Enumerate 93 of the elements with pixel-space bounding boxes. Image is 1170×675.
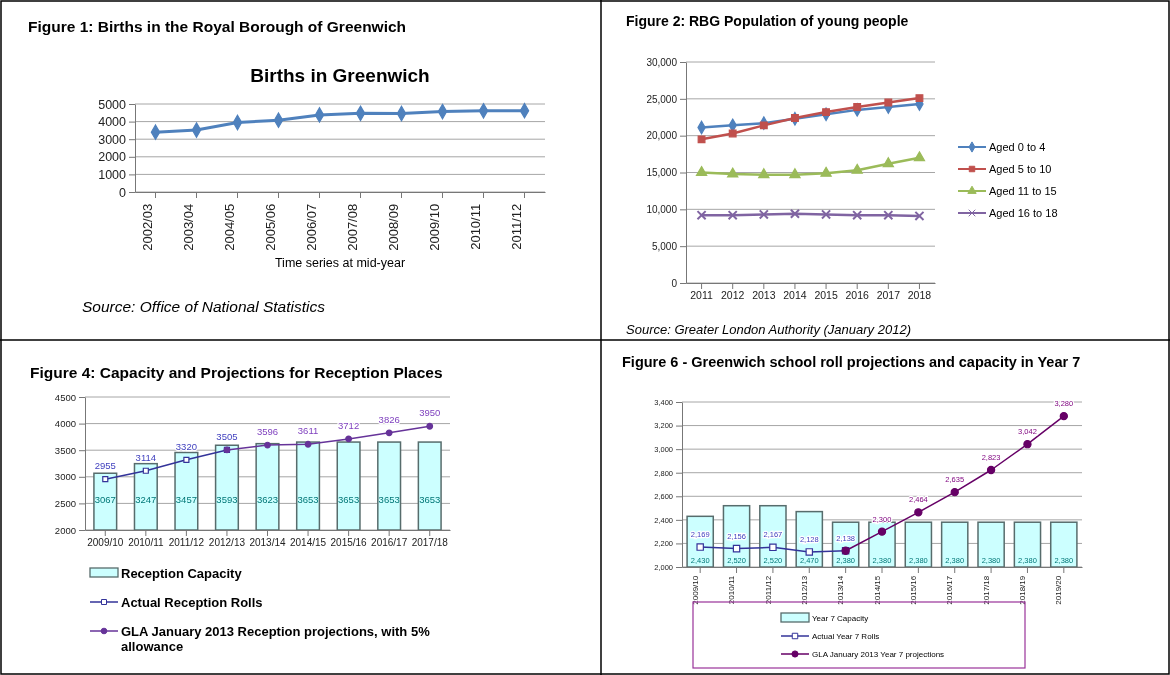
legend-label: Aged 16 to 18 (989, 206, 1058, 219)
x-axis-title: Time series at mid-year (274, 256, 406, 270)
y-tick-label: 3500 (54, 444, 76, 456)
data-label: 3653 (419, 494, 441, 506)
source-note: Source: Office of National Statistics (82, 298, 326, 315)
x-tick-label: 2019/20 (1054, 575, 1064, 605)
x-tick-label: 2008/09 (385, 203, 401, 251)
data-label: 3712 (338, 419, 360, 431)
y-tick-label: 3000 (54, 471, 76, 483)
x-tick-label: 2011/12 (763, 575, 773, 605)
y-tick-label: 5,000 (651, 240, 678, 252)
chart-subtitle: Births in Greenwich (250, 65, 430, 86)
y-tick-label: 4000 (54, 418, 76, 430)
x-tick-label: 2014/15 (872, 575, 882, 605)
data-label: 3320 (175, 440, 197, 452)
y-tick-label: 4000 (98, 115, 127, 130)
source-note: Source: Greater London Authority (January 2012) (626, 322, 911, 337)
x-tick-label: 2013/14 (836, 575, 846, 605)
x-tick-label: 2010/11 (128, 537, 164, 549)
y-tick-label: 30,000 (646, 56, 678, 68)
x-tick-label: 2006/07 (303, 203, 319, 251)
data-label: 3457 (175, 494, 197, 506)
legend-label: Aged 11 to 15 (989, 184, 1057, 197)
y-tick-label: 1000 (98, 167, 127, 182)
x-tick-label: 2010/11 (467, 203, 483, 250)
x-tick-label: 2011/12 (168, 537, 205, 549)
chart-title: Figure 2: RBG Population of young people (626, 13, 909, 29)
data-label: 3114 (135, 451, 157, 463)
data-label: 3653 (378, 494, 400, 506)
data-label: 3653 (297, 494, 319, 506)
y-tick-label: 5000 (98, 97, 127, 112)
data-label: 3247 (135, 494, 157, 506)
legend-label: Year 7 Capacity (812, 613, 869, 623)
legend-label: Aged 0 to 4 (989, 140, 1046, 153)
x-tick-label: 2017/18 (981, 575, 991, 605)
x-tick-label: 2016/17 (371, 537, 408, 549)
legend-label: Actual Year 7 Rolls (812, 631, 880, 641)
x-tick-label: 2015/16 (908, 575, 918, 605)
x-tick-label: 2012/13 (208, 537, 246, 549)
legend-label: Aged 5 to 10 (989, 162, 1052, 175)
legend-label: GLA January 2013 Reception projections, with 5% allowance (121, 623, 431, 654)
data-label: 3826 (378, 413, 400, 425)
x-tick-label: 2018/19 (1018, 575, 1028, 605)
x-tick-label: 2018 (907, 289, 932, 302)
x-tick-label: 2017 (876, 289, 901, 302)
x-tick-label: 2009/10 (426, 203, 442, 251)
x-tick-label: 2015/16 (330, 537, 368, 549)
y-tick-label: 2000 (98, 150, 127, 165)
x-tick-label: 2011/12 (508, 203, 524, 250)
y-tick-label: 2500 (54, 497, 76, 509)
x-tick-label: 2011 (690, 289, 714, 302)
x-tick-label: 2013 (752, 289, 776, 302)
data-label: 3611 (297, 425, 319, 437)
y-tick-label: 4500 (54, 391, 76, 403)
y-tick-label: 20,000 (646, 130, 678, 142)
x-tick-label: 2009/10 (690, 575, 700, 605)
y-tick-label: 15,000 (646, 167, 678, 179)
data-label: 3596 (256, 426, 279, 438)
x-tick-label: 2012/13 (799, 575, 809, 605)
x-tick-label: 2014/15 (289, 537, 327, 549)
x-tick-label: 2004/05 (221, 203, 237, 251)
legend-label: GLA January 2013 Year 7 projections (812, 649, 945, 659)
data-label: 2955 (94, 460, 116, 472)
data-label: 3623 (256, 494, 279, 506)
x-tick-label: 2017/18 (411, 537, 449, 549)
data-label: 3950 (419, 407, 441, 419)
y-tick-label: 0 (671, 277, 678, 289)
y-tick-label: 3000 (98, 132, 127, 147)
legend-label: Actual Reception Rolls (121, 594, 263, 610)
data-label: 3505 (216, 430, 238, 442)
legend-label: Reception Capacity (121, 565, 243, 581)
x-tick-label: 2016 (845, 289, 870, 302)
data-label: 3067 (94, 494, 116, 506)
x-tick-label: 2012 (721, 289, 745, 302)
y-tick-label: 2000 (54, 524, 76, 536)
chart-title: Figure 1: Births in the Royal Borough of Greenwich (28, 18, 407, 35)
x-tick-label: 2014 (783, 289, 807, 302)
x-tick-label: 2007/08 (344, 203, 360, 251)
x-tick-label: 2003/04 (180, 203, 196, 251)
x-tick-label: 2005/06 (262, 203, 278, 251)
x-tick-label: 2013/14 (249, 537, 287, 549)
x-tick-label: 2009/10 (87, 537, 124, 549)
x-tick-label: 2010/11 (727, 575, 737, 605)
chart-title: Figure 6 - Greenwich school roll projections and capacity in Year 7 (622, 354, 1081, 370)
y-tick-label: 10,000 (646, 204, 678, 216)
x-tick-label: 2002/03 (139, 203, 155, 251)
data-label: 3593 (216, 494, 238, 506)
x-tick-label: 2015 (814, 289, 838, 302)
chart-title: Figure 4: Capacity and Projections for Reception Places (30, 364, 443, 381)
y-tick-label: 25,000 (646, 93, 678, 105)
data-label: 3653 (338, 494, 360, 506)
x-tick-label: 2016/17 (945, 575, 955, 605)
y-tick-label: 0 (119, 185, 127, 200)
